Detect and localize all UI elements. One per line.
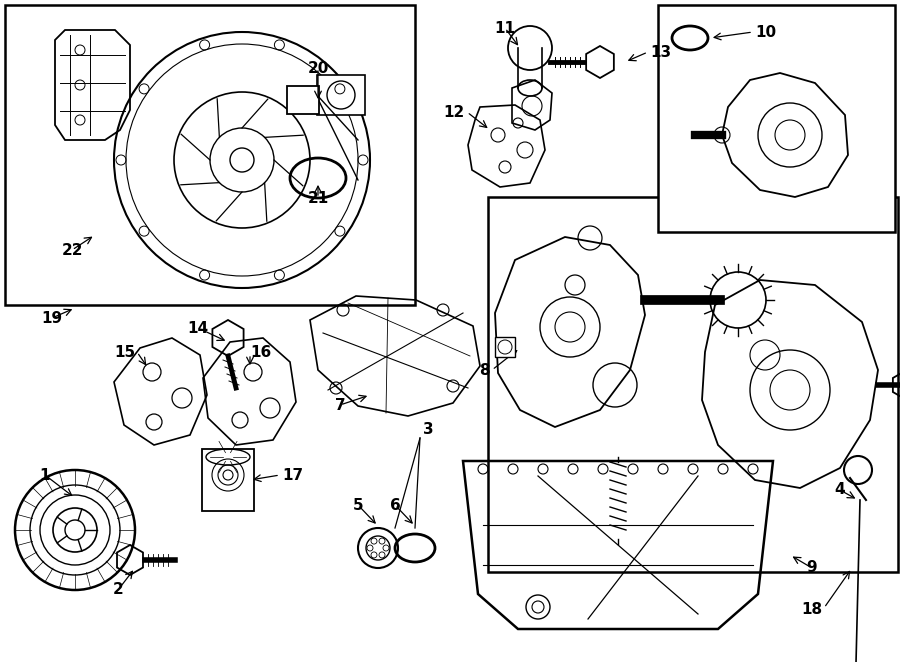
Text: 21: 21 <box>308 191 328 205</box>
Bar <box>202 449 254 511</box>
Text: 2: 2 <box>112 583 123 598</box>
Text: 1: 1 <box>40 467 50 483</box>
Bar <box>5 5 415 305</box>
Text: 10: 10 <box>755 24 776 40</box>
Text: 6: 6 <box>390 498 400 512</box>
Text: 11: 11 <box>494 21 516 36</box>
Bar <box>287 86 319 114</box>
Text: 5: 5 <box>353 498 364 512</box>
Text: 13: 13 <box>650 44 671 60</box>
Text: 18: 18 <box>801 602 822 618</box>
Bar <box>488 197 898 572</box>
Text: 16: 16 <box>250 344 271 359</box>
Text: 4: 4 <box>834 483 845 498</box>
Text: 19: 19 <box>41 310 63 326</box>
Bar <box>317 75 365 115</box>
Bar <box>495 337 515 357</box>
Text: 12: 12 <box>444 105 465 120</box>
Text: 3: 3 <box>423 422 433 438</box>
Text: 15: 15 <box>114 344 135 359</box>
Text: 14: 14 <box>187 320 209 336</box>
Text: 7: 7 <box>335 397 346 412</box>
Text: 9: 9 <box>806 561 817 575</box>
Bar <box>658 5 895 232</box>
Text: 8: 8 <box>480 363 490 377</box>
Text: 17: 17 <box>282 467 303 483</box>
Text: 20: 20 <box>307 60 328 75</box>
Text: 22: 22 <box>61 242 83 258</box>
